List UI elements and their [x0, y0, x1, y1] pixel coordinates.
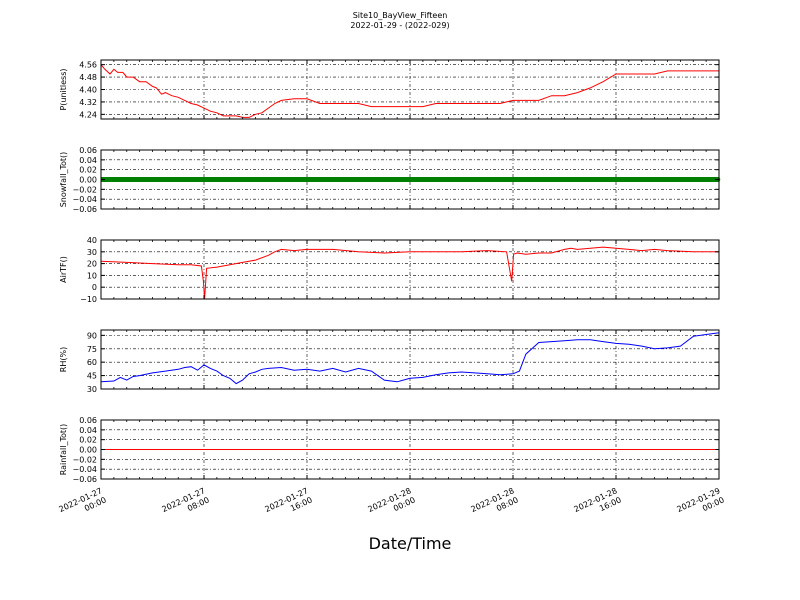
y-tick-label: 4.56 — [79, 61, 97, 70]
y-tick-label: 0.04 — [79, 156, 97, 165]
y-tick-label: 4.32 — [79, 98, 97, 107]
y-axis-label: AirTF() — [59, 256, 68, 283]
x-axis-label: Date/Time — [368, 534, 452, 553]
y-tick-label: 0.06 — [79, 416, 97, 425]
y-tick-label: 0.02 — [79, 166, 97, 175]
y-axis-label: Rainfall_Tot() — [59, 424, 68, 476]
y-tick-label: 60 — [87, 358, 97, 367]
y-tick-label: 30 — [87, 385, 97, 394]
panel-4: 90 75 60 45 30 RH(%) — [59, 329, 720, 394]
y-tick-label: −0.02 — [72, 455, 97, 464]
y-tick-label: −10 — [80, 295, 97, 304]
panel-2: 0.060.040.020.00−0.02−0.04−0.06 Snowfall_… — [59, 146, 721, 214]
y-tick-label: 0.00 — [79, 446, 97, 455]
chart-title: Site10_BayView_Fifteen — [352, 11, 448, 20]
panel-1: 4.56 4.48 4.40 4.32 4.24 P(unitless) — [59, 59, 720, 120]
y-tick-label: 20 — [87, 260, 97, 269]
y-tick-label: −0.06 — [72, 475, 97, 484]
y-tick-label: 75 — [87, 345, 97, 354]
y-tick-label: 4.40 — [79, 86, 97, 95]
panel-5: 0.060.040.020.00−0.02−0.04−0.06 Rainfall_… — [59, 416, 720, 484]
y-tick-label: 45 — [87, 372, 97, 381]
y-tick-label: 0.00 — [79, 176, 97, 185]
y-tick-label: 0.06 — [79, 146, 97, 155]
y-tick-label: −0.04 — [72, 195, 97, 204]
y-tick-label: 0.02 — [79, 436, 97, 445]
series-line-1 — [100, 246, 719, 300]
y-tick-label: 0.04 — [79, 426, 97, 435]
y-tick-label: −0.04 — [72, 465, 97, 474]
y-tick-label: 30 — [87, 248, 97, 257]
y-tick-label: 10 — [87, 271, 97, 280]
y-tick-label: 4.24 — [79, 110, 97, 119]
y-axis-label: P(unitless) — [59, 68, 68, 110]
y-tick-label: 4.48 — [79, 73, 97, 82]
y-tick-label: 90 — [87, 331, 97, 340]
y-tick-label: −0.06 — [72, 205, 97, 214]
chart-subtitle: 2022-01-29 - (2022-029) — [350, 21, 450, 30]
y-axis-label: RH(%) — [59, 347, 68, 372]
y-tick-label: −0.02 — [72, 185, 97, 194]
y-tick-label: 0 — [92, 283, 97, 292]
panel-3: 40 30 20 10 0 −10 AirTF() — [59, 236, 720, 304]
y-tick-label: 40 — [87, 236, 97, 245]
series-line-1 — [100, 332, 720, 385]
y-axis-label: Snowfall_Tot() — [59, 152, 68, 208]
series-line-1 — [100, 64, 719, 118]
